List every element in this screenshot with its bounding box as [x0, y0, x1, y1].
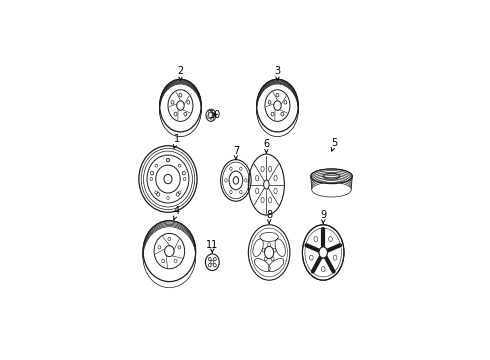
Ellipse shape: [311, 171, 352, 185]
Ellipse shape: [257, 82, 298, 134]
Ellipse shape: [143, 221, 196, 282]
Ellipse shape: [257, 79, 298, 132]
Ellipse shape: [257, 80, 298, 133]
Text: 9: 9: [320, 210, 326, 223]
Ellipse shape: [160, 82, 201, 134]
Ellipse shape: [257, 83, 298, 136]
Text: 3: 3: [274, 67, 280, 80]
Text: 4: 4: [173, 206, 180, 220]
Ellipse shape: [311, 169, 352, 184]
Ellipse shape: [311, 176, 352, 190]
Text: 5: 5: [331, 138, 338, 151]
Text: 1: 1: [173, 134, 180, 148]
Ellipse shape: [143, 222, 196, 283]
Ellipse shape: [311, 172, 352, 187]
Ellipse shape: [311, 177, 352, 192]
Ellipse shape: [319, 247, 327, 258]
Ellipse shape: [257, 84, 298, 137]
Ellipse shape: [311, 174, 352, 189]
Text: 2: 2: [177, 67, 184, 80]
Ellipse shape: [257, 82, 298, 135]
Text: 11: 11: [206, 240, 219, 253]
Ellipse shape: [143, 227, 196, 288]
Ellipse shape: [160, 83, 201, 136]
Ellipse shape: [143, 225, 196, 287]
Ellipse shape: [312, 181, 351, 195]
Ellipse shape: [160, 80, 201, 133]
Ellipse shape: [160, 79, 201, 132]
Ellipse shape: [160, 82, 201, 135]
Ellipse shape: [160, 81, 201, 134]
Ellipse shape: [312, 179, 351, 194]
Text: 7: 7: [233, 146, 239, 159]
Text: 10: 10: [209, 110, 221, 120]
Ellipse shape: [143, 223, 196, 284]
Ellipse shape: [312, 183, 351, 197]
Text: 6: 6: [263, 139, 270, 153]
Ellipse shape: [143, 224, 196, 285]
Text: 8: 8: [266, 210, 272, 223]
Ellipse shape: [160, 84, 201, 137]
Ellipse shape: [257, 81, 298, 134]
